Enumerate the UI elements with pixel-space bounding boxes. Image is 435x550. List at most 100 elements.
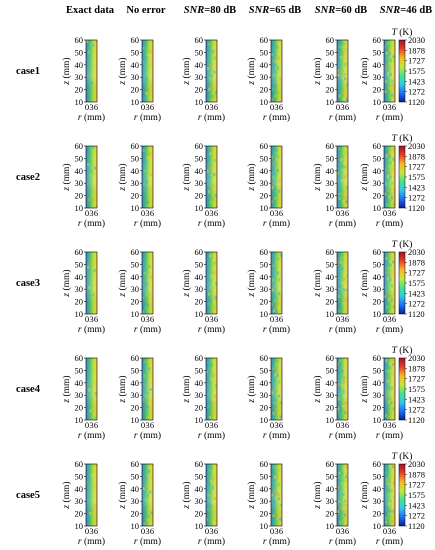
- field-noise: [340, 482, 343, 486]
- field-noise: [145, 268, 148, 272]
- field-noise: [343, 73, 346, 77]
- y-tick-label: 20: [75, 297, 84, 307]
- y-axis-label: z (mm): [61, 163, 72, 191]
- y-tick-label: 50: [260, 153, 269, 163]
- heatmap-panel: 60 50 40 30 20 10 z (mm) 0 3 6r (mm): [181, 353, 225, 441]
- y-tick-label: 60: [260, 141, 269, 151]
- x-axis-label: r (mm): [263, 430, 290, 441]
- field-noise: [387, 253, 390, 257]
- field-noise: [387, 512, 390, 516]
- colorbar-tick-label: 1120: [408, 203, 425, 213]
- field-noise: [345, 465, 348, 469]
- field-noise: [390, 489, 393, 493]
- field-noise: [211, 264, 214, 268]
- field-noise: [337, 69, 340, 73]
- panel-frame: [270, 145, 283, 209]
- y-tick-label: 60: [260, 247, 269, 257]
- field-noise: [391, 358, 394, 362]
- x-tick-label: 6: [94, 102, 98, 112]
- field-noise: [143, 521, 146, 525]
- colorbar-title: T (K): [392, 451, 413, 462]
- field-noise: [207, 405, 210, 409]
- field-noise: [388, 199, 391, 203]
- field-noise: [90, 194, 93, 198]
- field-noise: [340, 291, 343, 295]
- field-noise: [144, 204, 147, 208]
- colorbar-title: T (K): [392, 239, 413, 250]
- field-noise: [143, 360, 146, 364]
- panel-frame: [85, 463, 98, 527]
- field-noise: [391, 520, 394, 524]
- colorbar-tick-label: 1878: [408, 257, 425, 267]
- field-noise: [88, 476, 91, 480]
- field-noise: [93, 269, 96, 273]
- y-tick-label: 60: [75, 35, 84, 45]
- y-tick-label: 50: [75, 153, 84, 163]
- field-noise: [344, 411, 347, 415]
- y-axis-label: z (mm): [181, 163, 192, 191]
- field-noise: [339, 260, 342, 264]
- field-noise: [214, 384, 217, 388]
- field-noise: [345, 274, 348, 278]
- colorbar-title: T (K): [392, 27, 413, 38]
- field-noise: [272, 161, 275, 165]
- field-noise: [341, 169, 344, 173]
- field-noise: [337, 73, 340, 77]
- field-noise: [385, 389, 388, 393]
- heatmap-panel: 60 50 40 30 20 10 z (mm) 0 3 6r (mm): [246, 141, 290, 229]
- field-noise: [386, 365, 389, 369]
- x-tick-label: 0: [270, 314, 274, 324]
- x-axis-label: r (mm): [263, 218, 290, 229]
- field-noise: [87, 163, 90, 167]
- field-shading: [206, 40, 217, 102]
- x-tick-label: 6: [94, 208, 98, 218]
- y-tick-label: 60: [195, 35, 204, 45]
- field-noise: [142, 46, 145, 50]
- y-axis-label: z (mm): [359, 163, 370, 191]
- y-tick-label: 20: [373, 297, 382, 307]
- field-noise: [388, 287, 391, 291]
- x-tick-label: 6: [392, 526, 396, 536]
- field-noise: [386, 379, 389, 383]
- x-axis-label: r (mm): [198, 324, 225, 335]
- panel-frame: [336, 463, 349, 527]
- y-axis-label: z (mm): [312, 375, 323, 403]
- field-noise: [148, 514, 151, 518]
- field-noise: [390, 147, 393, 151]
- field-noise: [86, 289, 88, 293]
- panel-frame: [270, 251, 283, 315]
- y-axis-label: z (mm): [246, 57, 257, 85]
- field-noise: [272, 278, 275, 282]
- x-tick-label: 6: [345, 314, 349, 324]
- colorbar-tick-label: 1727: [408, 480, 425, 490]
- field-noise: [278, 468, 281, 472]
- x-tick-label: 0: [270, 420, 274, 430]
- y-tick-label: 50: [373, 153, 382, 163]
- field-noise: [150, 511, 153, 515]
- x-axis-label: r (mm): [134, 218, 161, 229]
- field-noise: [89, 409, 92, 413]
- field-noise: [150, 84, 153, 88]
- y-tick-label: 60: [260, 353, 269, 363]
- field-noise: [86, 40, 88, 43]
- y-tick-label: 40: [131, 272, 140, 282]
- field-noise: [273, 151, 276, 155]
- field-noise: [275, 295, 278, 299]
- field-noise: [214, 91, 217, 95]
- x-tick-label: 3: [209, 102, 213, 112]
- y-tick-label: 50: [373, 47, 382, 57]
- field-noise: [338, 373, 341, 377]
- y-axis-label: z (mm): [61, 481, 72, 509]
- field-noise: [387, 267, 390, 271]
- field-noise: [384, 182, 387, 186]
- field-noise: [343, 513, 346, 517]
- field-noise: [392, 55, 395, 59]
- y-axis-label: z (mm): [359, 375, 370, 403]
- field-noise: [345, 386, 348, 390]
- y-tick-label: 20: [326, 509, 335, 519]
- field-noise: [342, 507, 345, 511]
- field-noise: [145, 518, 148, 522]
- field-noise: [386, 468, 389, 472]
- y-tick-label: 10: [326, 415, 335, 425]
